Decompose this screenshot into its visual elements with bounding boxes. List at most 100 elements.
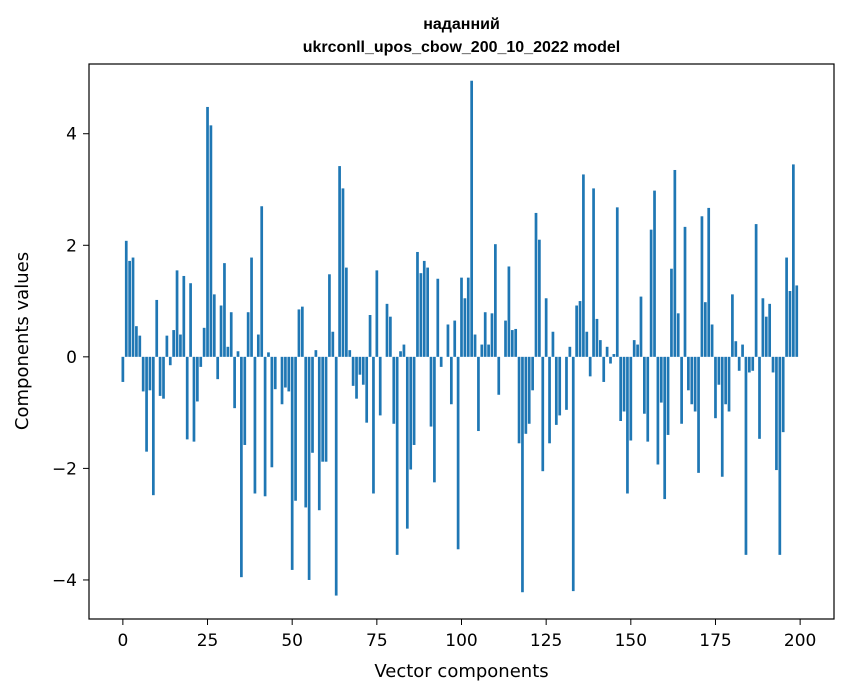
bar	[250, 257, 253, 357]
bar	[311, 356, 314, 453]
bar	[436, 278, 440, 357]
bar	[331, 331, 335, 357]
x-tick-label: 125	[530, 631, 562, 651]
bar	[385, 303, 389, 357]
bar	[487, 344, 490, 357]
bar	[226, 346, 230, 357]
bar	[602, 356, 606, 382]
bar	[456, 356, 460, 550]
bar	[145, 356, 148, 452]
bar	[212, 294, 216, 357]
bar	[643, 356, 646, 414]
bar	[764, 316, 768, 357]
bar	[521, 356, 524, 593]
bar	[626, 356, 629, 494]
bar	[426, 267, 429, 357]
bar	[168, 356, 172, 366]
bar	[548, 356, 551, 444]
bar	[148, 356, 152, 391]
bar	[720, 356, 724, 477]
bar	[270, 356, 274, 468]
bar	[663, 356, 667, 500]
bar	[673, 169, 677, 357]
y-tick-label: −2	[52, 459, 77, 479]
bar	[300, 306, 304, 357]
bar	[287, 356, 291, 392]
bar	[768, 303, 772, 357]
bar	[778, 356, 782, 555]
bar	[629, 356, 633, 441]
plot-frame	[88, 63, 835, 620]
bar	[636, 344, 639, 357]
bar	[795, 285, 799, 357]
bar	[246, 312, 250, 357]
bar	[243, 356, 247, 445]
bar	[605, 346, 609, 357]
bar	[405, 356, 409, 529]
bar	[341, 188, 345, 357]
bar	[598, 340, 602, 357]
chart-title-line-1: наданний	[423, 16, 500, 33]
bar	[473, 334, 477, 357]
bar	[703, 302, 707, 357]
bar	[416, 251, 419, 357]
bar	[724, 356, 727, 405]
bar	[494, 244, 497, 357]
bar	[433, 356, 436, 483]
bar	[571, 356, 575, 592]
bar	[531, 356, 534, 391]
bar	[659, 356, 663, 403]
bar	[175, 270, 179, 357]
bar	[541, 356, 545, 472]
bar	[304, 356, 308, 508]
bar	[422, 260, 426, 357]
bar	[707, 207, 711, 357]
bar	[179, 334, 182, 357]
bar	[592, 188, 595, 357]
bar	[612, 354, 616, 357]
bar	[775, 356, 778, 471]
bar	[463, 298, 467, 357]
bar	[253, 356, 257, 494]
bar	[683, 226, 687, 357]
bar	[358, 356, 362, 375]
bar	[538, 239, 541, 357]
x-tick-label: 0	[117, 631, 128, 651]
bar	[365, 356, 369, 423]
x-tick-label: 50	[281, 631, 303, 651]
bar	[317, 356, 321, 511]
bar	[324, 356, 328, 462]
bar	[670, 268, 673, 357]
bar	[582, 174, 585, 357]
bar	[378, 356, 382, 416]
bar	[199, 356, 203, 367]
bar	[609, 356, 612, 364]
bar	[345, 267, 348, 357]
bar	[514, 328, 518, 357]
bar	[219, 305, 223, 357]
bar-series	[121, 80, 799, 596]
bar	[449, 356, 453, 405]
bar	[544, 298, 548, 357]
bar	[754, 224, 758, 357]
bar	[727, 356, 731, 412]
bar	[192, 356, 196, 442]
bar	[206, 106, 209, 357]
bar	[351, 356, 355, 386]
bar	[771, 356, 775, 373]
bar	[361, 356, 365, 385]
x-tick-label: 75	[366, 631, 388, 651]
bar	[558, 356, 562, 416]
bar	[646, 356, 650, 442]
bar	[128, 260, 131, 357]
bar	[223, 263, 226, 357]
bar	[460, 277, 463, 357]
bar	[517, 356, 521, 444]
bar	[131, 257, 135, 357]
bar	[785, 257, 788, 357]
x-tick-label: 200	[784, 631, 816, 651]
bar	[497, 356, 501, 395]
bar	[477, 356, 480, 432]
y-axis-ticks: −4 −2 0 2 4	[52, 125, 89, 591]
bar	[656, 356, 660, 465]
